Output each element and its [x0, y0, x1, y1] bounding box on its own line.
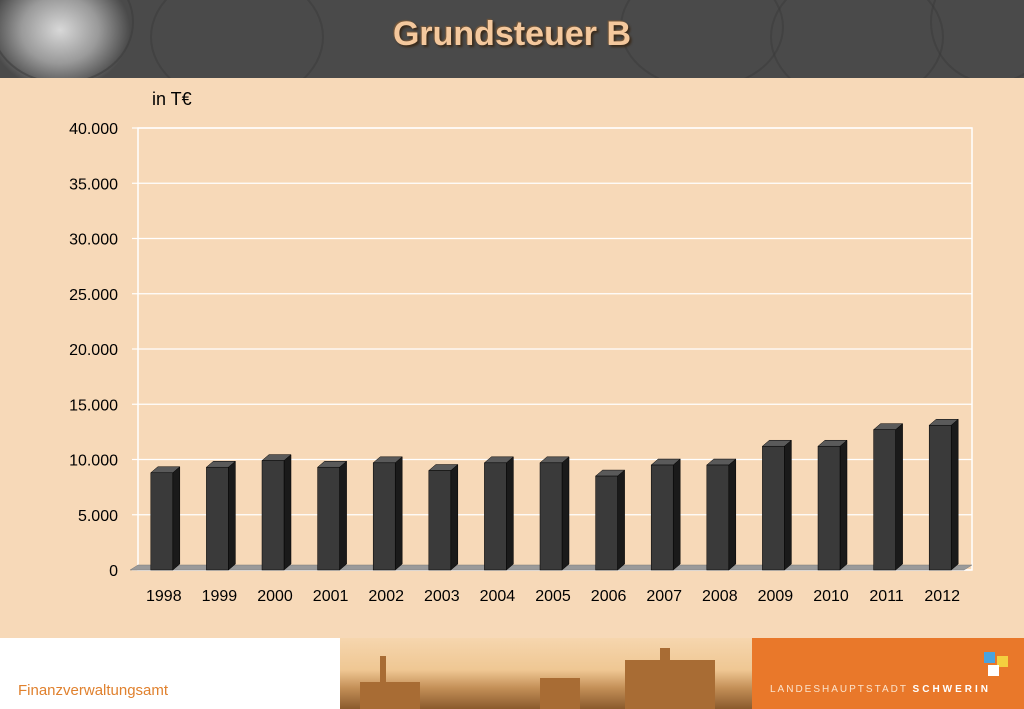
bar-side — [506, 456, 514, 571]
bar — [428, 470, 452, 571]
city-logo-icon — [984, 652, 1010, 678]
brand-panel: LANDESHAUPTSTADT SCHWERIN — [752, 638, 1024, 709]
y-tick-label: 5.000 — [78, 508, 118, 525]
bar-side — [895, 423, 903, 571]
footer-left-panel — [0, 638, 340, 709]
x-tick-label: 1998 — [146, 588, 182, 605]
x-tick-label: 2007 — [646, 588, 682, 605]
y-tick-label: 35.000 — [69, 176, 118, 193]
bar-side — [784, 439, 792, 571]
brand-prefix: LANDESHAUPTSTADT — [770, 684, 908, 695]
bar — [150, 472, 174, 571]
bar-side — [283, 454, 292, 571]
bar-side — [950, 418, 959, 571]
header-banner — [0, 0, 1024, 78]
y-tick-label: 40.000 — [69, 121, 118, 138]
bar — [539, 462, 563, 571]
y-tick-label: 20.000 — [69, 342, 118, 359]
city-skyline-photo — [340, 638, 752, 709]
bar — [873, 429, 896, 571]
y-tick-label: 15.000 — [69, 397, 118, 414]
y-tick-label: 25.000 — [69, 287, 118, 304]
y-tick-label: 30.000 — [69, 232, 118, 249]
x-tick-label: 2006 — [591, 588, 627, 605]
y-tick-label: 10.000 — [69, 453, 118, 470]
bar — [484, 462, 507, 571]
x-tick-label: 2004 — [480, 588, 516, 605]
department-label: Finanzverwaltungsamt — [18, 682, 169, 699]
brand-name: SCHWERIN — [912, 684, 991, 695]
x-tick-label: 2008 — [702, 588, 738, 605]
bar-side — [728, 458, 737, 571]
x-tick-label: 2001 — [313, 588, 349, 605]
x-tick-label: 2011 — [869, 588, 904, 605]
bar — [706, 464, 730, 571]
bar-side — [561, 456, 570, 571]
bar — [595, 475, 618, 571]
bar — [650, 464, 674, 571]
bar — [206, 466, 229, 571]
page-title: Grundsteuer B — [392, 15, 632, 53]
bar — [317, 466, 340, 571]
bar — [817, 445, 841, 571]
x-tick-label: 2009 — [758, 588, 794, 605]
bar-side — [172, 466, 181, 571]
bar-side — [450, 464, 459, 571]
bar-side — [394, 456, 403, 571]
bar — [372, 462, 396, 571]
bar — [261, 460, 285, 571]
y-axis-unit-label: in T€ — [152, 89, 192, 109]
x-tick-label: 2002 — [368, 588, 404, 605]
x-tick-label: 2003 — [424, 588, 460, 605]
bar-side — [617, 469, 625, 571]
bar-side — [339, 460, 347, 571]
bar-side — [672, 458, 681, 571]
bar — [928, 424, 952, 571]
bar-side — [839, 439, 848, 571]
bar — [762, 445, 785, 571]
x-tick-label: 2012 — [924, 588, 960, 605]
x-tick-label: 2010 — [813, 588, 849, 605]
bar-chart: 0 5.000 10.000 15.000 20.000 25.000 30.000 35.0… — [69, 89, 973, 605]
x-tick-label: 2005 — [535, 588, 571, 605]
x-tick-label: 2000 — [257, 588, 293, 605]
coin-decoration — [150, 0, 324, 78]
x-tick-label: 1999 — [202, 588, 238, 605]
bar-side — [228, 460, 236, 571]
y-tick-label: 0 — [109, 563, 118, 580]
brand-wordmark: LANDESHAUPTSTADT SCHWERIN — [770, 684, 991, 695]
